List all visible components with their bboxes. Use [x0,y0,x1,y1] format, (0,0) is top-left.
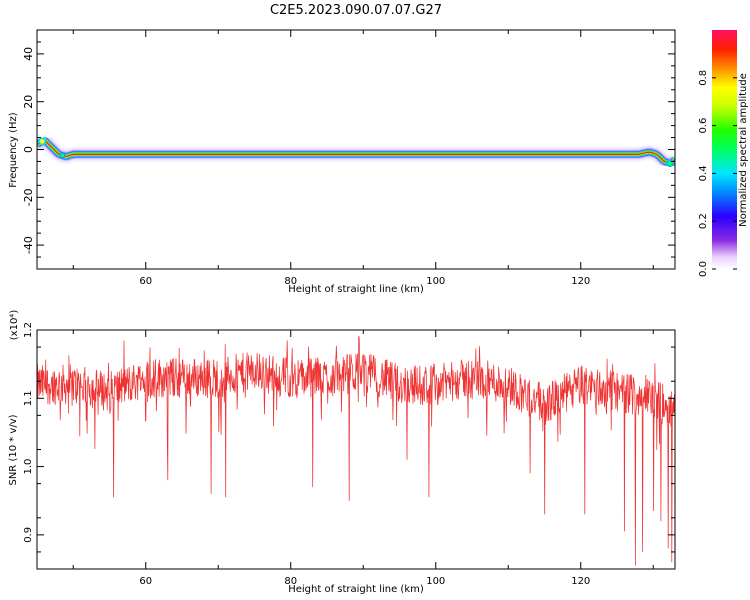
spectrogram-x-tick-label: 60 [139,276,152,287]
colorbar-label: Normalized spectral amplitude [738,73,749,227]
snr-multiplier-label: (x10⁴) [9,310,20,341]
snr-y-tick-label: 0.9 [23,527,34,543]
spectrogram-y-tick-label: -40 [22,236,35,254]
colorbar-tick-label: 0.2 [698,213,709,229]
snr-y-tick-label: 1.1 [23,390,34,406]
spectrogram-x-tick-label: 120 [571,276,590,287]
snr-y-axis-label: SNR (10 * v/v) [8,414,19,485]
spectrogram-y-tick-label: 0 [22,146,35,153]
snr-plot-area [37,335,675,566]
spectrogram-y-tick-label: -20 [22,188,35,206]
snr-x-axis-label: Height of straight line (km) [288,584,424,595]
colorbar-ticks: 0.0 0.2 0.4 0.6 0.8 [698,70,737,277]
colorbar-tick-label: 0.4 [698,165,709,181]
colorbar-gradient [712,30,737,269]
spectrogram-x-tick-label: 80 [284,276,297,287]
snr-x-tick-label: 80 [284,576,297,587]
spectrogram-y-tick-label: 40 [22,47,35,61]
colorbar: 0.0 0.2 0.4 0.6 0.8 Normalized spectral ampl… [698,30,749,277]
snr-y-tick-label: 1.2 [23,322,34,338]
spectrogram-x-tick-label: 100 [426,276,445,287]
colorbar-tick-label: 0.6 [698,118,709,134]
spectrogram-ticks: 60 80 100 120 -40 -20 0 20 40 [22,30,675,287]
snr-panel: 60 80 100 120 0.9 1.0 1.1 1.2 Height of straigh… [8,310,676,595]
spectrogram-x-axis-label: Height of straight line (km) [288,284,424,295]
spectrogram-panel: 60 80 100 120 -40 -20 0 20 40 Height of straight… [8,29,676,295]
spectrogram-y-tick-label: 20 [22,95,35,109]
spectral-halo-blue [37,136,675,167]
snr-x-tick-label: 100 [426,576,445,587]
figure-title: C2E5.2023.090.07.07.G27 [270,3,442,18]
snr-series-line [37,335,675,566]
spectral-ridge-peak [37,139,675,165]
spectral-blob-left [38,137,46,146]
spectral-blob-left-2 [59,152,66,159]
spectrogram-y-axis-label: Frequency (Hz) [8,112,19,188]
snr-ticks: 60 80 100 120 0.9 1.0 1.1 1.2 [23,322,675,587]
colorbar-tick-label: 0.0 [698,261,709,277]
snr-x-tick-label: 120 [571,576,590,587]
snr-x-tick-label: 60 [139,576,152,587]
colorbar-tick-label: 0.8 [698,70,709,86]
snr-y-tick-label: 1.0 [23,459,34,475]
spectrogram-plot-area [37,133,675,170]
